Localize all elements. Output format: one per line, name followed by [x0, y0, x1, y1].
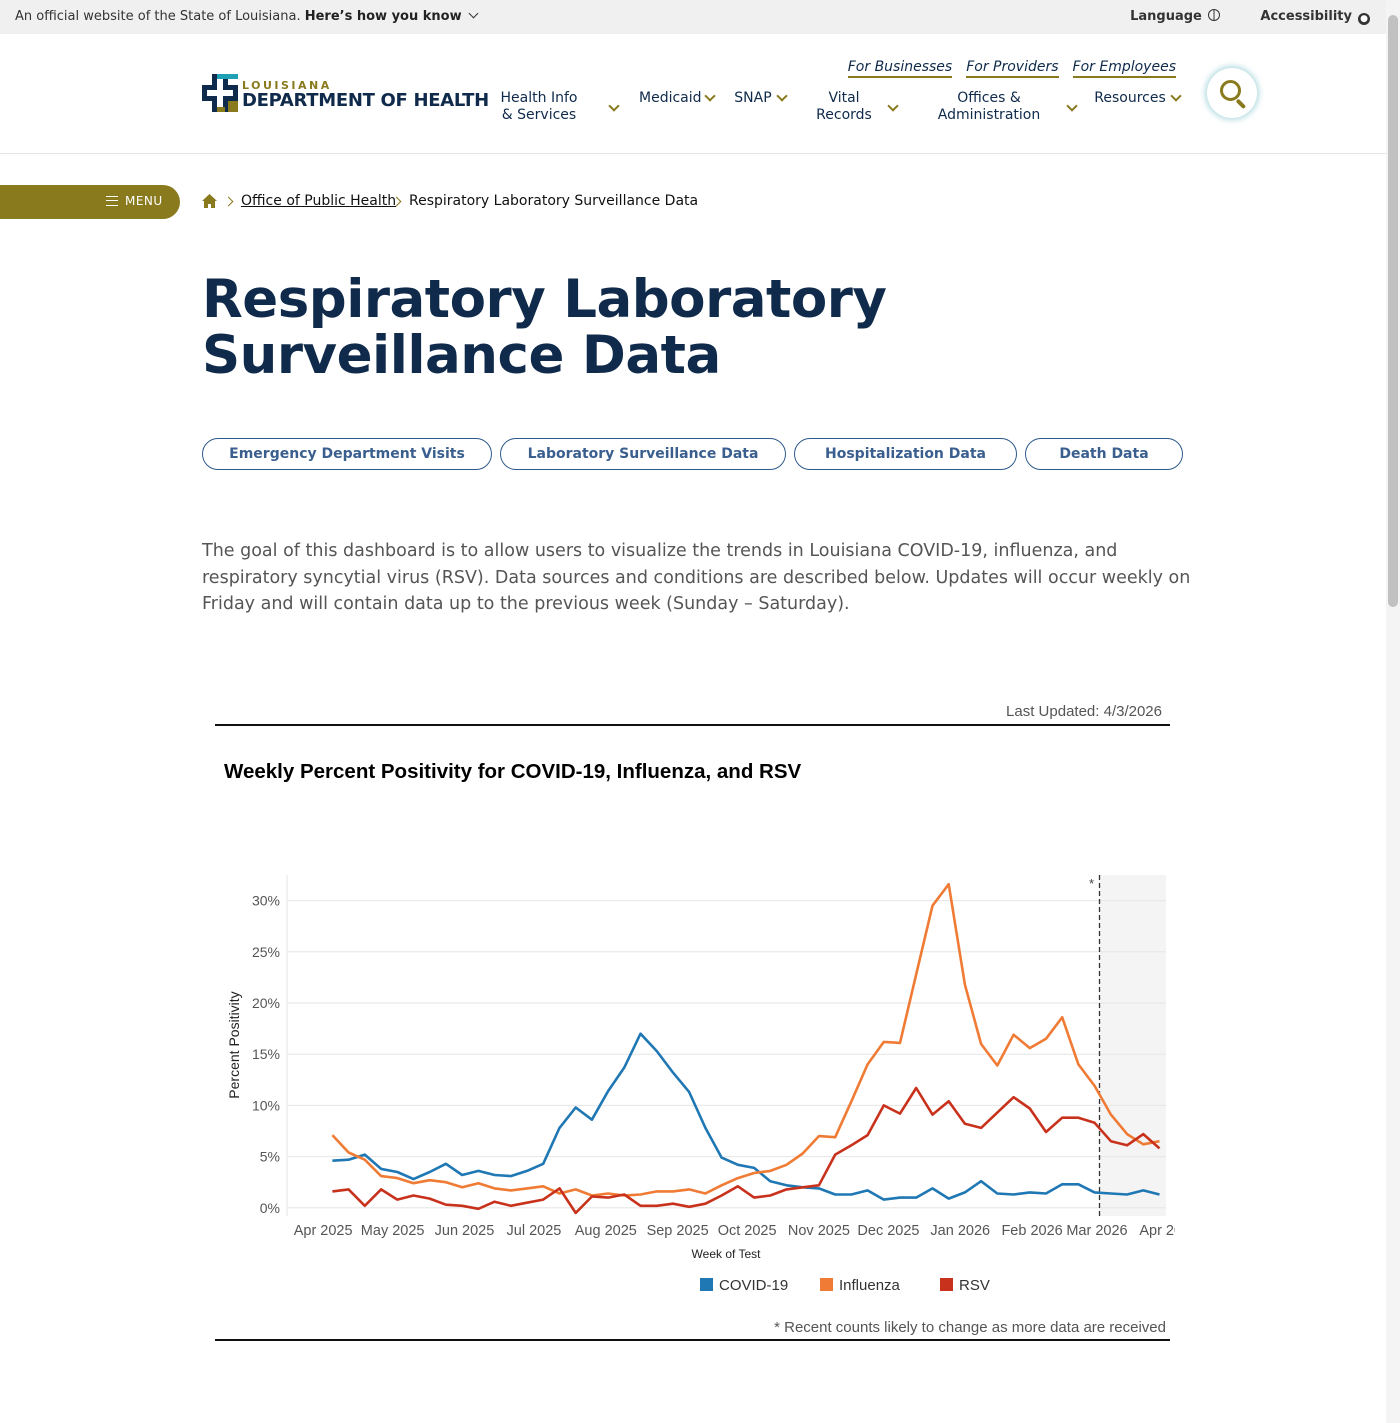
- x-tick-label: Mar 2026: [1066, 1223, 1127, 1239]
- x-tick-label: May 2025: [361, 1223, 425, 1239]
- y-tick-label: 5%: [260, 1149, 280, 1165]
- chevron-right-icon: [224, 197, 234, 207]
- y-axis-label: Percent Positivity: [226, 991, 242, 1098]
- page-title: Respiratory Laboratory Surveillance Data: [202, 272, 1202, 384]
- chart-title: Weekly Percent Positivity for COVID-19, …: [224, 760, 801, 784]
- x-tick-label: Dec 2025: [857, 1223, 919, 1239]
- scrollbar-thumb[interactable]: [1388, 15, 1398, 607]
- x-tick-label: Jan 2026: [930, 1223, 990, 1239]
- y-tick-label: 0%: [260, 1200, 280, 1216]
- chevron-down-icon: [468, 9, 478, 19]
- x-tick-label: Oct 2025: [718, 1223, 777, 1239]
- tab-hospitalization-data[interactable]: Hospitalization Data: [794, 438, 1017, 470]
- nav-offices-administration[interactable]: Offices & Administration: [936, 90, 1042, 124]
- chevron-down-icon: [608, 100, 619, 111]
- hamburger-icon: [106, 196, 118, 206]
- provisional-marker: *: [1089, 876, 1094, 891]
- breadcrumb-link-public-health[interactable]: Office of Public Health: [241, 193, 396, 209]
- nav-medicaid[interactable]: Medicaid: [639, 90, 699, 107]
- nav-vital-records[interactable]: Vital Records: [814, 90, 874, 124]
- official-banner-text: An official website of the State of Loui…: [15, 9, 477, 24]
- x-axis-label: Week of Test: [692, 1247, 762, 1261]
- legend-swatch: [700, 1278, 713, 1291]
- legend-label: Influenza: [839, 1277, 901, 1294]
- intro-paragraph: The goal of this dashboard is to allow u…: [202, 538, 1192, 618]
- y-tick-label: 25%: [252, 944, 280, 960]
- search-button[interactable]: [1207, 68, 1257, 118]
- x-tick-label: Apr 2026: [1139, 1223, 1175, 1239]
- y-tick-label: 10%: [252, 1097, 280, 1113]
- tab-death-data[interactable]: Death Data: [1025, 438, 1183, 470]
- home-icon[interactable]: [202, 194, 217, 208]
- provisional-footnote: * Recent counts likely to change as more…: [215, 1319, 1166, 1336]
- x-tick-label: Jun 2025: [435, 1223, 495, 1239]
- provisional-region: [1100, 875, 1166, 1216]
- audience-links: For Businesses For Providers For Employees: [834, 59, 1176, 75]
- y-tick-label: 15%: [252, 1046, 280, 1062]
- accessibility-icon: ●: [1358, 13, 1370, 25]
- divider: [215, 1339, 1170, 1341]
- legend-swatch: [820, 1278, 833, 1291]
- nav-resources[interactable]: Resources: [1094, 90, 1166, 107]
- for-providers-link[interactable]: For Providers: [966, 59, 1058, 78]
- series-line-influenza: [332, 884, 1159, 1195]
- y-tick-label: 20%: [252, 995, 280, 1011]
- globe-icon: [1208, 9, 1220, 21]
- nav-health-info[interactable]: Health Info & Services: [490, 90, 588, 124]
- chevron-down-icon: [776, 90, 787, 101]
- site-header: LOUISIANA DEPARTMENT OF HEALTH For Busin…: [0, 34, 1386, 154]
- how-you-know-toggle[interactable]: Here’s how you know: [305, 9, 477, 24]
- chevron-down-icon: [1066, 100, 1077, 111]
- y-tick-label: 30%: [252, 893, 280, 909]
- x-tick-label: Nov 2025: [788, 1223, 850, 1239]
- last-updated-text: Last Updated: 4/3/2026: [215, 703, 1162, 720]
- logo-department-text: DEPARTMENT OF HEALTH: [242, 90, 489, 111]
- logo-cross-icon: [202, 74, 238, 112]
- x-tick-label: Aug 2025: [575, 1223, 637, 1239]
- chevron-down-icon: [887, 100, 898, 111]
- accessibility-button[interactable]: Accessibility ●: [1242, 9, 1370, 24]
- menu-button[interactable]: MENU: [0, 185, 180, 219]
- x-tick-label: Feb 2026: [1001, 1223, 1062, 1239]
- series-line-rsv: [332, 1088, 1159, 1213]
- divider: [215, 724, 1170, 726]
- official-banner: An official website of the State of Loui…: [0, 0, 1386, 34]
- for-employees-link[interactable]: For Employees: [1073, 59, 1176, 78]
- nav-snap[interactable]: SNAP: [734, 90, 772, 107]
- tab-emergency-department-visits[interactable]: Emergency Department Visits: [202, 438, 492, 470]
- positivity-line-chart[interactable]: 0% 5% 10% 15% 20% 25% 30% Apr 2025 May 2025 Jun 2…: [215, 860, 1175, 1300]
- chevron-down-icon: [1170, 90, 1181, 101]
- ldh-logo[interactable]: LOUISIANA DEPARTMENT OF HEALTH: [202, 74, 467, 114]
- chevron-down-icon: [704, 90, 715, 101]
- legend-swatch: [940, 1278, 953, 1291]
- legend-label: RSV: [959, 1277, 990, 1294]
- tab-laboratory-surveillance-data[interactable]: Laboratory Surveillance Data: [500, 438, 786, 470]
- page-scrollbar[interactable]: [1386, 0, 1400, 1423]
- x-tick-label: Sep 2025: [647, 1223, 709, 1239]
- x-tick-label: Apr 2025: [294, 1223, 353, 1239]
- for-businesses-link[interactable]: For Businesses: [848, 59, 952, 78]
- legend-label: COVID-19: [719, 1277, 788, 1294]
- language-button[interactable]: Language: [1112, 9, 1220, 24]
- breadcrumb-current: Respiratory Laboratory Surveillance Data: [409, 193, 698, 209]
- x-tick-label: Jul 2025: [507, 1223, 562, 1239]
